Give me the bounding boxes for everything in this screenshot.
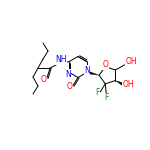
Text: OH: OH — [123, 80, 134, 89]
Text: F: F — [95, 88, 99, 97]
Text: O: O — [102, 60, 108, 69]
Text: N: N — [65, 70, 71, 79]
Text: O: O — [67, 82, 73, 91]
Text: OH: OH — [126, 57, 137, 66]
Polygon shape — [115, 81, 124, 86]
Text: NH: NH — [55, 56, 67, 64]
Text: F: F — [104, 93, 108, 102]
Polygon shape — [87, 71, 99, 75]
Text: O: O — [41, 75, 47, 84]
Text: N: N — [84, 66, 90, 75]
